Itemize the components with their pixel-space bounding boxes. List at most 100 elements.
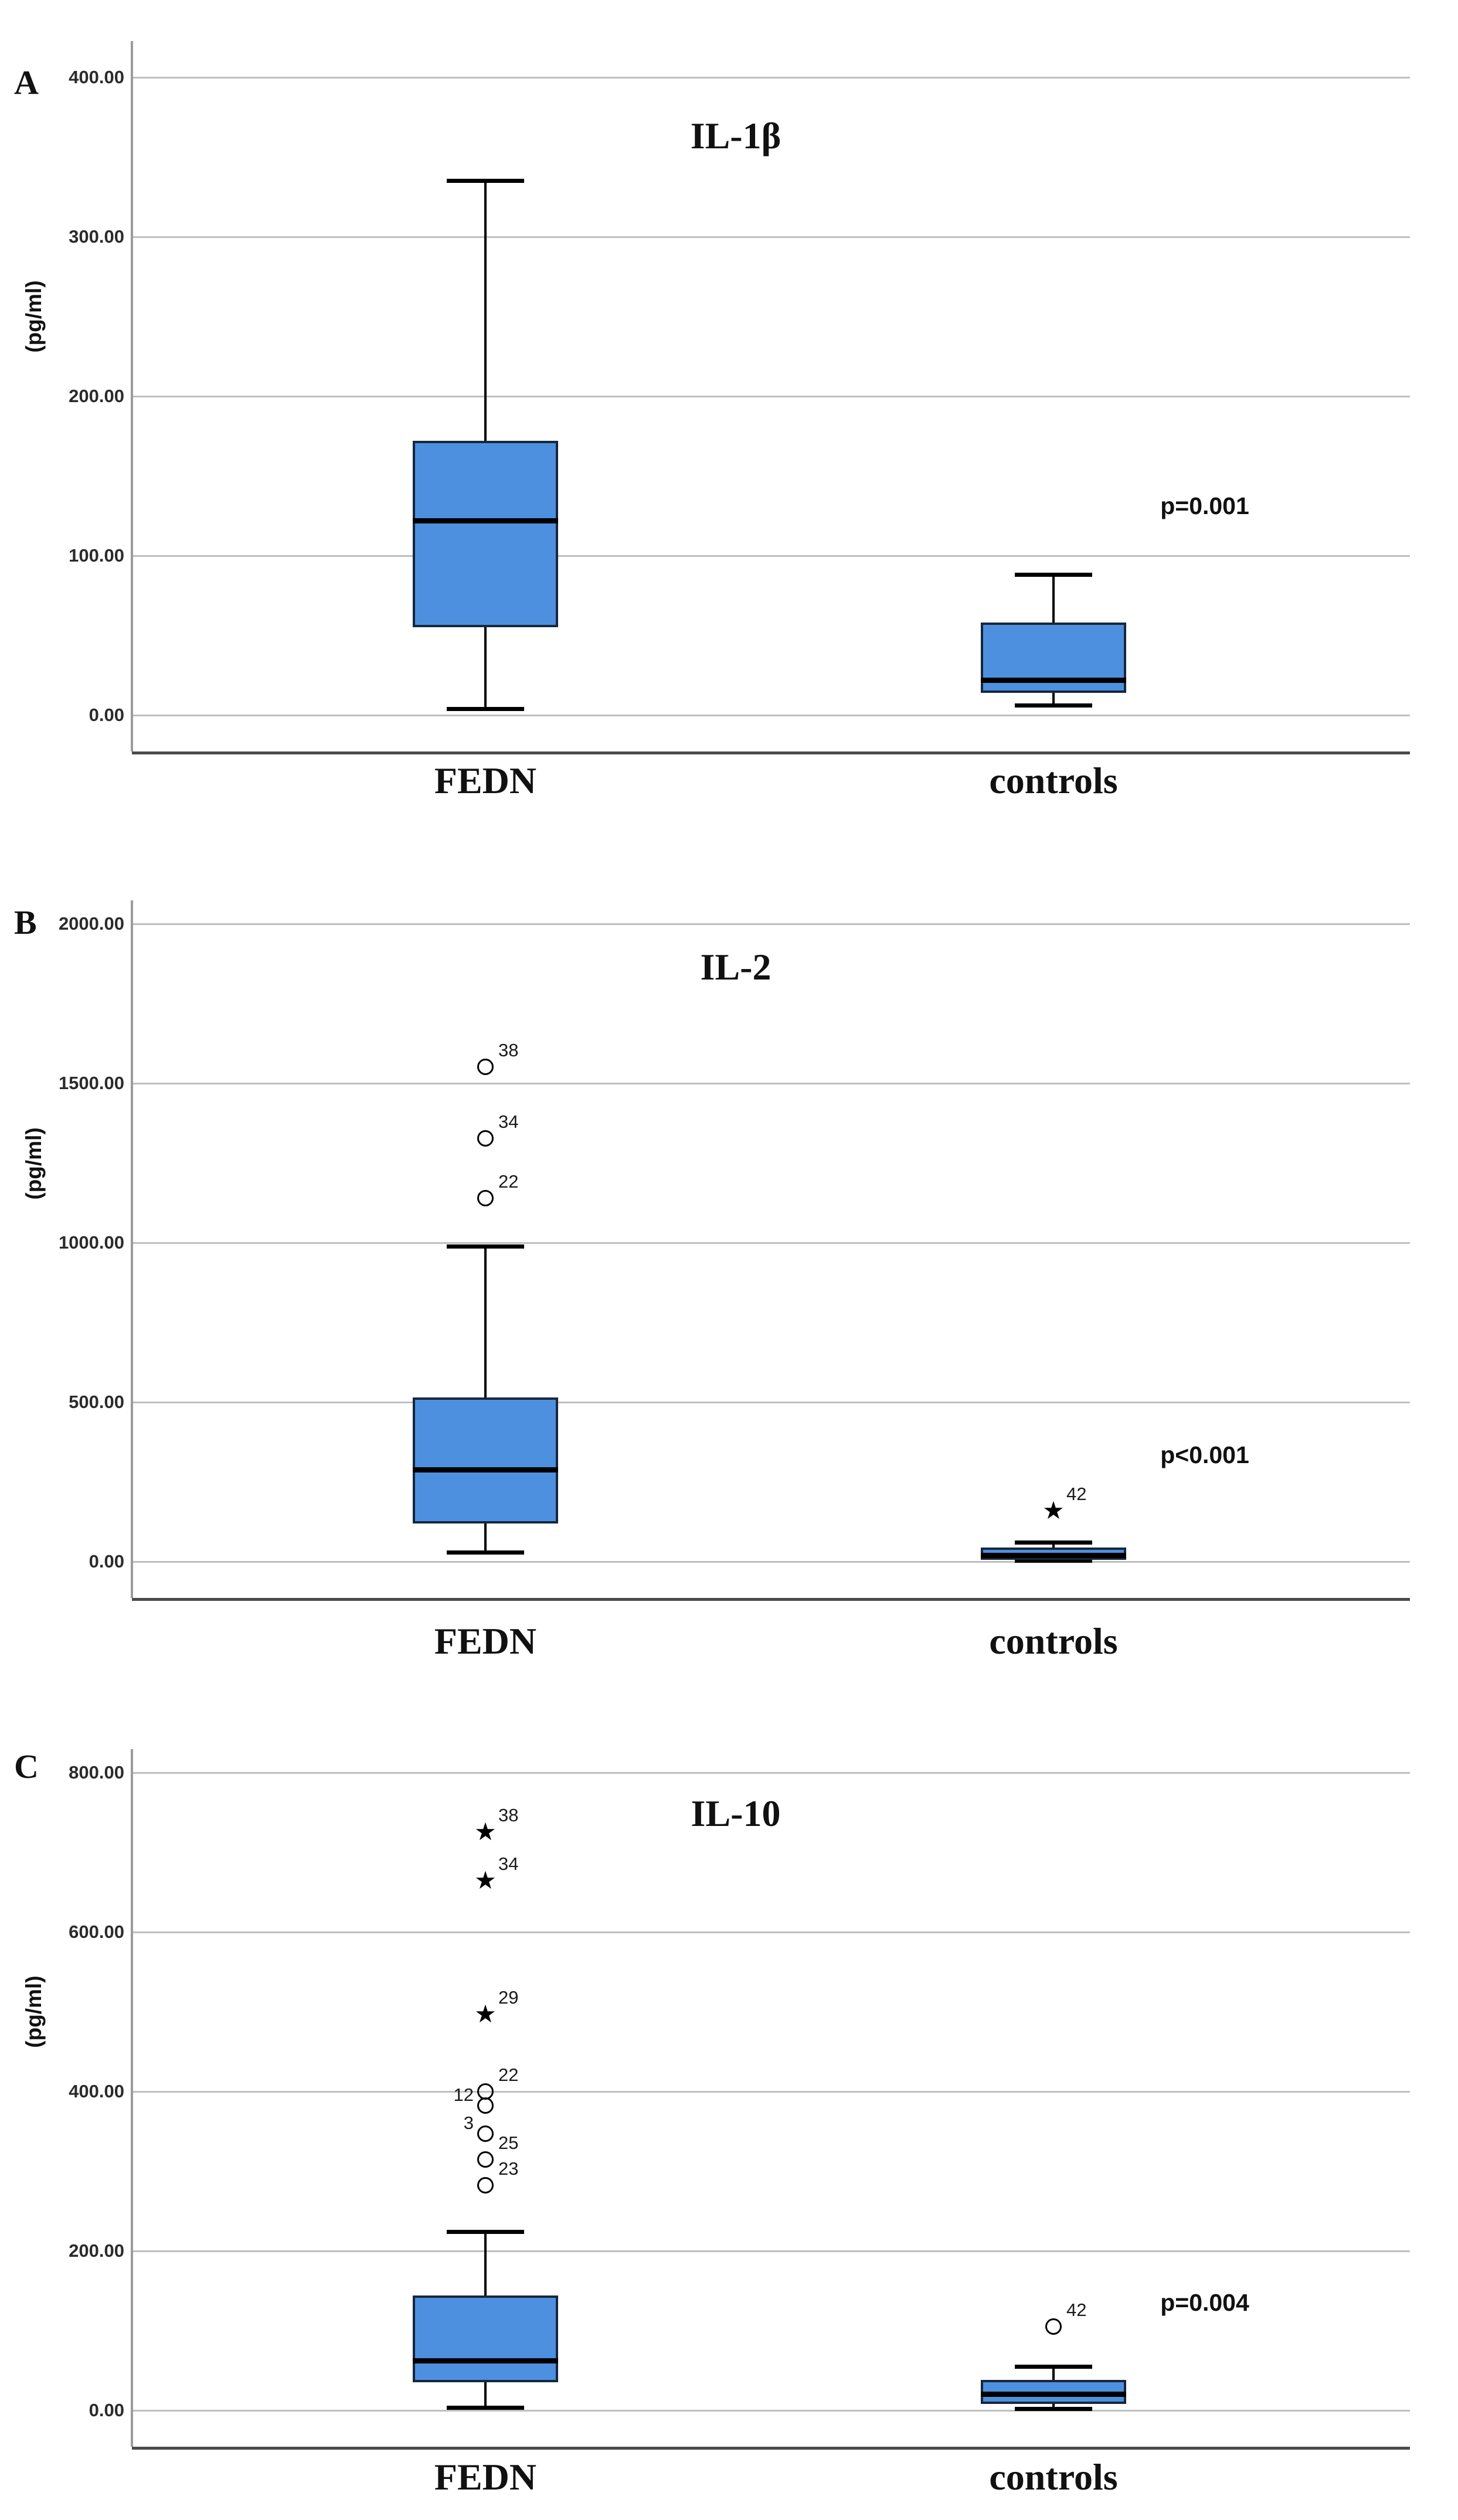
- outlier-star-marker: ★: [474, 2000, 497, 2028]
- median-line: [413, 2358, 558, 2364]
- gridline: [132, 714, 1410, 716]
- y-axis-unit-label: (pg/ml): [22, 1127, 46, 1200]
- gridline: [132, 395, 1410, 397]
- median-line: [981, 1552, 1126, 1558]
- outlier-case-label: 34: [498, 1853, 519, 1874]
- gridline: [132, 1771, 1410, 1774]
- y-tick-label: 0.00: [89, 2400, 124, 2420]
- outlier-case-label: 42: [1066, 2300, 1087, 2321]
- box-iqr: [413, 1397, 558, 1523]
- gridline: [132, 2409, 1410, 2412]
- x-category-label-fedn: FEDN: [434, 2456, 537, 2498]
- outlier-star-marker: ★: [474, 1866, 497, 1894]
- panel-title: IL-1β: [690, 115, 781, 157]
- whisker-line: [1052, 574, 1055, 706]
- outlier-star-marker: ★: [474, 1817, 497, 1845]
- median-line: [981, 2392, 1126, 2397]
- outlier-circle-marker: [477, 2097, 494, 2114]
- outlier-circle-marker: [477, 2125, 494, 2142]
- gridline: [132, 923, 1410, 925]
- outlier-case-label: 38: [498, 1039, 519, 1060]
- whisker-line: [1052, 1542, 1055, 1561]
- outlier-circle-marker: [477, 2083, 494, 2100]
- whisker-cap-high: [447, 2229, 524, 2234]
- whisker-line: [484, 181, 487, 709]
- y-tick-label: 0.00: [89, 1551, 124, 1572]
- x-axis-line: [132, 1598, 1410, 1601]
- outlier-case-label: 42: [1066, 1483, 1087, 1504]
- gridline: [132, 1242, 1410, 1244]
- x-category-label-controls: controls: [989, 1620, 1118, 1662]
- gridline: [132, 236, 1410, 238]
- whisker-cap-low: [1015, 703, 1092, 708]
- outlier-circle-marker: [477, 2177, 494, 2194]
- whisker-cap-high: [1015, 2364, 1092, 2369]
- outlier-case-label: 22: [498, 2065, 519, 2085]
- y-tick-label: 200.00: [69, 386, 124, 406]
- outlier-star-marker: ★: [1042, 1496, 1065, 1524]
- x-axis-line: [132, 751, 1410, 754]
- box-iqr: [413, 441, 558, 628]
- y-tick-label: 2000.00: [58, 913, 124, 934]
- gridline: [132, 555, 1410, 557]
- y-tick-label: 400.00: [69, 2081, 124, 2101]
- y-tick-label: 300.00: [69, 226, 124, 247]
- outlier-case-label: 38: [498, 1804, 519, 1825]
- whisker-cap-high: [1015, 573, 1092, 577]
- whisker-line: [484, 1246, 487, 1553]
- outlier-circle-marker: [477, 2151, 494, 2168]
- y-axis-line: [131, 900, 133, 1598]
- outlier-circle-marker: [477, 1189, 494, 1206]
- whisker-line: [1052, 2366, 1055, 2409]
- whisker-cap-low: [447, 1550, 524, 1555]
- outlier-case-label: 22: [498, 1171, 519, 1192]
- gridline: [132, 2090, 1410, 2093]
- y-axis-line: [131, 41, 133, 751]
- outlier-circle-marker: [1045, 2318, 1062, 2335]
- whisker-cap-high: [1015, 1540, 1092, 1545]
- x-category-label-fedn: FEDN: [434, 760, 537, 801]
- outlier-circle-marker: [477, 1130, 494, 1147]
- y-tick-label: 800.00: [69, 1762, 124, 1783]
- y-axis-line: [131, 1749, 133, 2447]
- box-iqr: [981, 623, 1126, 693]
- x-category-label-fedn: FEDN: [434, 1620, 537, 1662]
- box-iqr: [413, 2295, 558, 2383]
- gridline: [132, 1082, 1410, 1084]
- median-line: [413, 1467, 558, 1472]
- whisker-cap-low: [1015, 1559, 1092, 1563]
- panel-title: IL-10: [691, 1793, 781, 1834]
- whisker-cap-high: [447, 179, 524, 183]
- y-tick-label: 1000.00: [58, 1232, 124, 1253]
- x-category-label-controls: controls: [989, 2456, 1118, 2498]
- whisker-cap-low: [447, 2406, 524, 2410]
- p-value-label: p<0.001: [1160, 1441, 1249, 1468]
- y-tick-label: 0.00: [89, 705, 124, 725]
- panel-title: IL-2: [700, 946, 772, 988]
- outlier-case-label: 25: [498, 2132, 519, 2153]
- y-tick-label: 200.00: [69, 2240, 124, 2261]
- panel-letter: C: [14, 1747, 39, 1786]
- p-value-label: p=0.004: [1160, 2289, 1249, 2316]
- whisker-line: [484, 2232, 487, 2408]
- y-tick-label: 1500.00: [58, 1073, 124, 1093]
- panel-letter: A: [14, 63, 39, 101]
- box-iqr: [981, 1547, 1126, 1560]
- gridline: [132, 76, 1410, 79]
- y-axis-unit-label: (pg/ml): [22, 280, 46, 353]
- panel-letter: B: [14, 903, 37, 941]
- y-tick-label: 600.00: [69, 1922, 124, 1942]
- whisker-cap-low: [447, 706, 524, 711]
- y-tick-label: 500.00: [69, 1392, 124, 1412]
- median-line: [413, 518, 558, 523]
- box-iqr: [981, 2380, 1126, 2405]
- y-tick-label: 400.00: [69, 67, 124, 87]
- x-category-label-controls: controls: [989, 760, 1118, 801]
- outlier-case-label: 34: [498, 1111, 519, 1132]
- outlier-case-label: 12: [453, 2084, 474, 2106]
- y-tick-label: 100.00: [69, 545, 124, 566]
- outlier-case-label: 23: [498, 2158, 519, 2179]
